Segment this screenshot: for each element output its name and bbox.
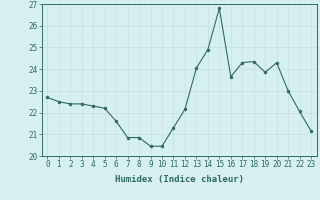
X-axis label: Humidex (Indice chaleur): Humidex (Indice chaleur) <box>115 175 244 184</box>
